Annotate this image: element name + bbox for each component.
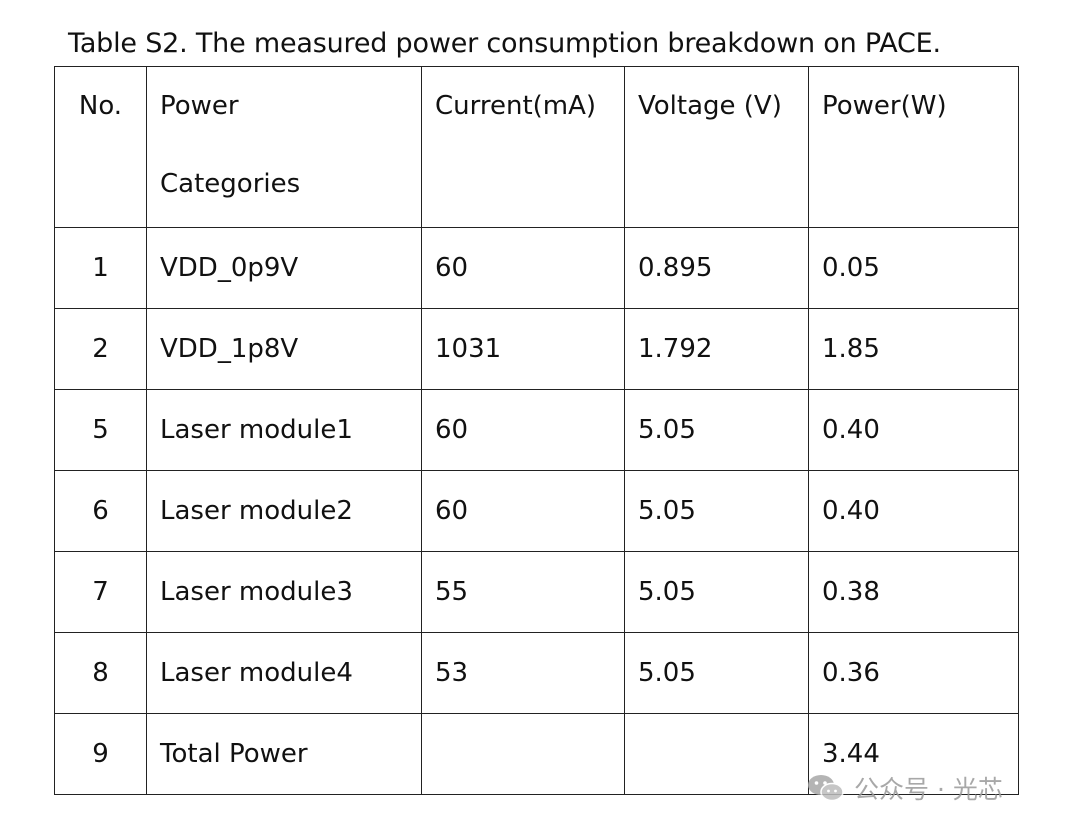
cell-no: 8 — [54, 632, 147, 714]
cell-power: 0.36 — [808, 632, 1019, 714]
cell-power: 0.40 — [808, 389, 1019, 471]
header-power-categories: Power Categories — [146, 66, 422, 228]
header-power-label: Power(W) — [822, 91, 947, 121]
cell-no: 9 — [54, 713, 147, 795]
cell-no: 5 — [54, 389, 147, 471]
table-row: 1 VDD_0p9V 60 0.895 0.05 — [54, 227, 1019, 309]
cell-category: VDD_0p9V — [146, 227, 422, 309]
cell-current: 60 — [421, 470, 625, 552]
cell-category: Total Power — [146, 713, 422, 795]
cell-category: Laser module1 — [146, 389, 422, 471]
cell-power: 3.44 — [808, 713, 1019, 795]
header-current-label: Current(mA) — [435, 91, 597, 121]
header-current: Current(mA) — [421, 66, 625, 228]
table-row: 9 Total Power 3.44 — [54, 713, 1019, 795]
cell-power: 0.38 — [808, 551, 1019, 633]
cell-voltage: 5.05 — [624, 551, 809, 633]
cell-voltage: 5.05 — [624, 389, 809, 471]
cell-current: 1031 — [421, 308, 625, 390]
wechat-icon — [808, 775, 844, 802]
cell-current: 60 — [421, 389, 625, 471]
table-row: 7 Laser module3 55 5.05 0.38 — [54, 551, 1019, 633]
cell-voltage: 5.05 — [624, 470, 809, 552]
table-row: 2 VDD_1p8V 1031 1.792 1.85 — [54, 308, 1019, 390]
header-voltage: Voltage (V) — [624, 66, 809, 228]
cell-voltage: 1.792 — [624, 308, 809, 390]
header-category-line2: Categories — [160, 169, 301, 199]
watermark-text: 公众号 · 光芯 — [854, 775, 1003, 804]
header-no: No. — [54, 66, 147, 228]
cell-current — [421, 713, 625, 795]
cell-current: 53 — [421, 632, 625, 714]
cell-voltage — [624, 713, 809, 795]
watermark: 公众号 · 光芯 — [806, 770, 1003, 806]
cell-category: VDD_1p8V — [146, 308, 422, 390]
cell-power: 0.40 — [808, 470, 1019, 552]
cell-category: Laser module3 — [146, 551, 422, 633]
table-caption: Table S2. The measured power consumption… — [68, 28, 941, 59]
cell-voltage: 5.05 — [624, 632, 809, 714]
cell-current: 55 — [421, 551, 625, 633]
table-header-row: No. Power Categories Current(mA) Voltage… — [54, 66, 1019, 228]
cell-no: 1 — [54, 227, 147, 309]
power-consumption-table: No. Power Categories Current(mA) Voltage… — [54, 66, 1019, 795]
cell-category: Laser module4 — [146, 632, 422, 714]
cell-voltage: 0.895 — [624, 227, 809, 309]
cell-no: 2 — [54, 308, 147, 390]
table-row: 8 Laser module4 53 5.05 0.36 — [54, 632, 1019, 714]
header-category-line1: Power — [160, 91, 239, 121]
cell-no: 6 — [54, 470, 147, 552]
header-voltage-label: Voltage (V) — [638, 91, 782, 121]
cell-power: 0.05 — [808, 227, 1019, 309]
cell-no: 7 — [54, 551, 147, 633]
cell-category: Laser module2 — [146, 470, 422, 552]
cell-power: 1.85 — [808, 308, 1019, 390]
table-row: 5 Laser module1 60 5.05 0.40 — [54, 389, 1019, 471]
header-power: Power(W) — [808, 66, 1019, 228]
cell-current: 60 — [421, 227, 625, 309]
header-no-label: No. — [78, 91, 123, 121]
table-row: 6 Laser module2 60 5.05 0.40 — [54, 470, 1019, 552]
